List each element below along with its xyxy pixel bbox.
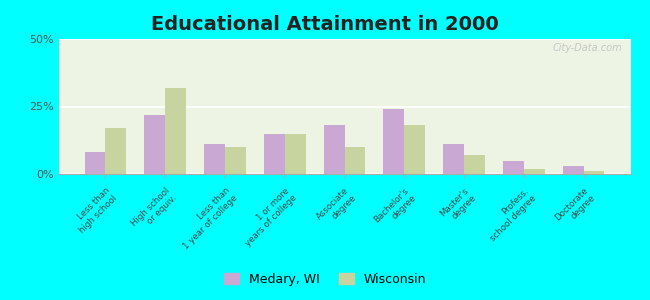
Bar	[105, 128, 126, 174]
Text: Doctorate
degree: Doctorate degree	[553, 186, 597, 230]
Bar	[225, 147, 246, 174]
Legend: Medary, WI, Wisconsin: Medary, WI, Wisconsin	[219, 268, 431, 291]
Text: High school
or equiv.: High school or equiv.	[129, 186, 179, 235]
Bar	[563, 166, 584, 174]
Bar	[503, 160, 524, 174]
Text: 1 or more
years of college: 1 or more years of college	[236, 186, 298, 248]
Bar	[404, 125, 425, 174]
Bar	[165, 88, 186, 174]
Bar	[144, 115, 165, 174]
Bar	[84, 152, 105, 174]
Bar	[584, 171, 605, 174]
Bar	[324, 125, 344, 174]
Text: Bachelor's
degree: Bachelor's degree	[372, 186, 418, 232]
Bar	[264, 134, 285, 174]
Text: City-Data.com: City-Data.com	[552, 43, 622, 53]
Bar	[443, 144, 464, 174]
Text: Master's
degree: Master's degree	[438, 186, 478, 226]
Text: Associate
degree: Associate degree	[315, 186, 358, 229]
Text: Educational Attainment in 2000: Educational Attainment in 2000	[151, 15, 499, 34]
Bar	[285, 134, 306, 174]
Bar	[524, 169, 545, 174]
Text: Profess.
school degree: Profess. school degree	[481, 186, 538, 243]
Text: Less than
1 year of college: Less than 1 year of college	[174, 186, 239, 251]
Bar	[464, 155, 485, 174]
Text: Less than
high school: Less than high school	[71, 186, 119, 235]
Bar	[204, 144, 225, 174]
Bar	[344, 147, 365, 174]
Bar	[384, 109, 404, 174]
